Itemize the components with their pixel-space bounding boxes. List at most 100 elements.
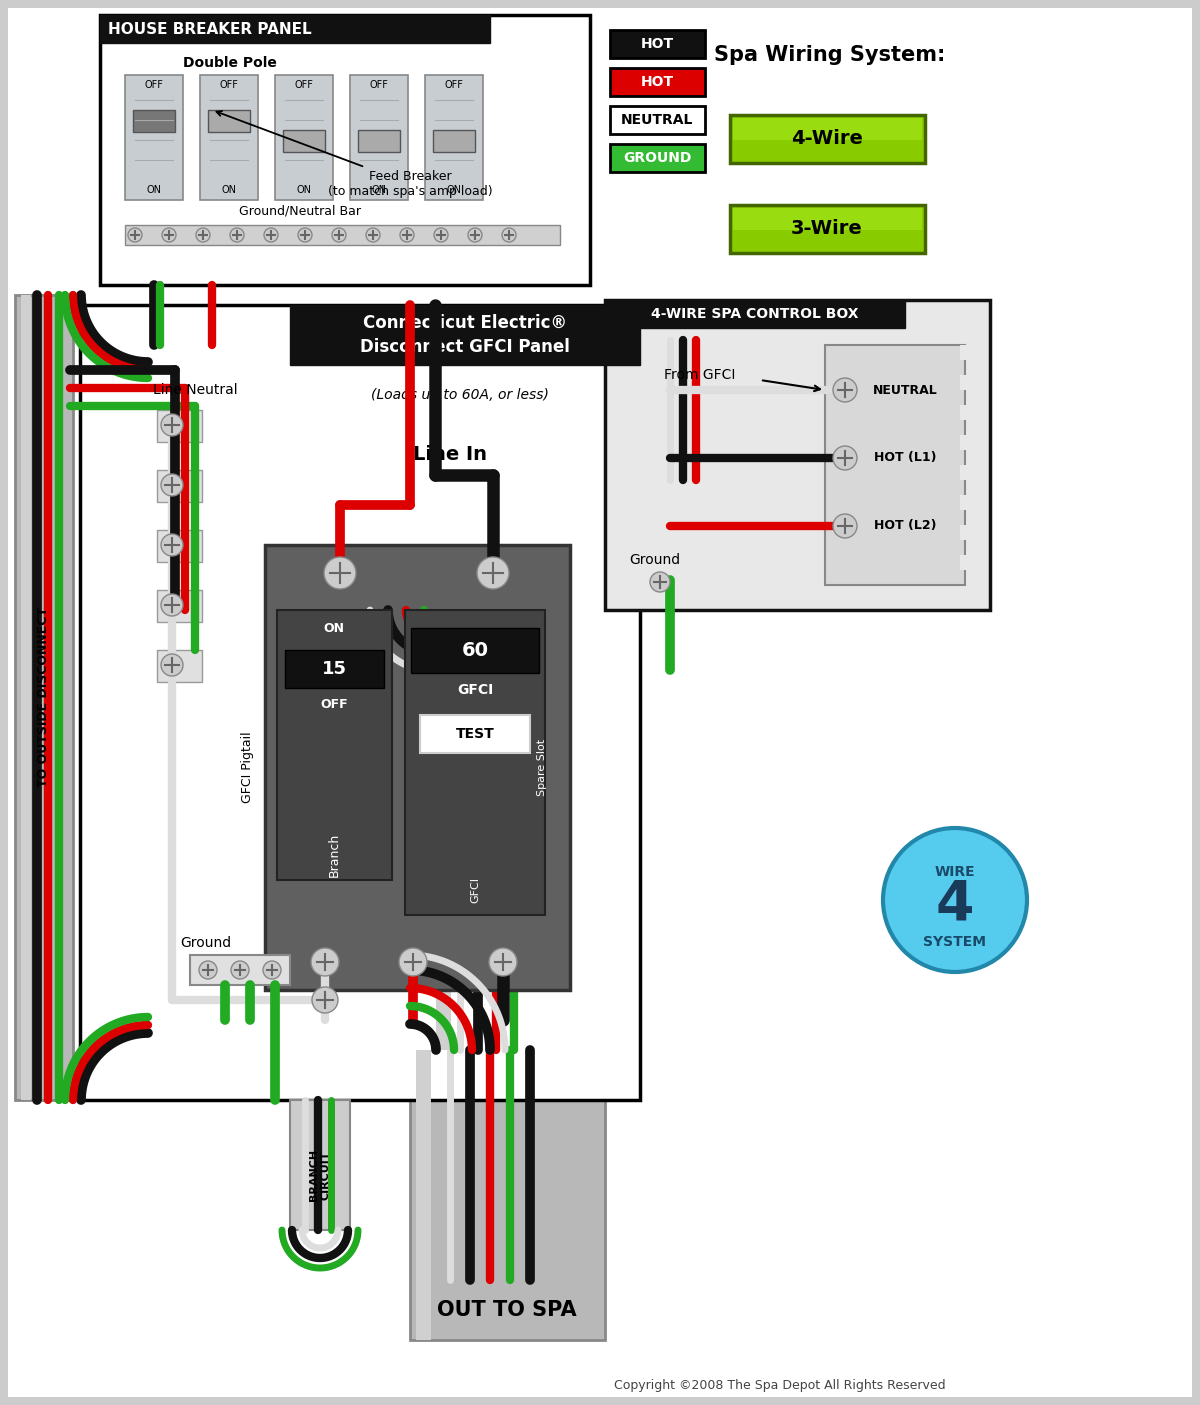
Circle shape [298, 228, 312, 242]
Bar [730, 115, 925, 163]
Text: Line Neutral: Line Neutral [152, 384, 238, 398]
Circle shape [468, 228, 482, 242]
Bar [290, 305, 640, 365]
Bar [960, 495, 968, 510]
Text: OFF: OFF [444, 80, 463, 90]
Text: (Loads up to 60A, or less): (Loads up to 60A, or less) [371, 388, 548, 402]
Bar [610, 105, 706, 133]
Text: HOT: HOT [641, 74, 673, 89]
Text: SYSTEM: SYSTEM [924, 934, 986, 948]
Text: 4-WIRE SPA CONTROL BOX: 4-WIRE SPA CONTROL BOX [652, 308, 859, 320]
Bar [960, 555, 968, 570]
Circle shape [833, 514, 857, 538]
Bar [290, 1100, 350, 1229]
Bar [157, 590, 202, 622]
Bar [157, 410, 202, 443]
Circle shape [128, 228, 142, 242]
Bar [286, 651, 384, 688]
Text: OFF: OFF [370, 80, 389, 90]
Bar [605, 301, 990, 610]
Circle shape [833, 445, 857, 471]
Bar [960, 436, 968, 450]
Bar [265, 545, 570, 991]
Text: ON: ON [446, 185, 462, 195]
Bar [22, 295, 31, 1100]
Text: From GFCI: From GFCI [665, 368, 736, 382]
Bar [80, 305, 640, 1100]
Bar [358, 131, 400, 152]
Text: OFF: OFF [294, 80, 313, 90]
Bar [350, 74, 408, 200]
Text: 15: 15 [322, 660, 347, 679]
Text: GFCI Pigtail: GFCI Pigtail [240, 731, 253, 802]
Text: HOUSE BREAKER PANEL: HOUSE BREAKER PANEL [108, 21, 312, 37]
Text: TO OUTSIDE DISCONNECT: TO OUTSIDE DISCONNECT [37, 607, 50, 787]
Bar [406, 610, 545, 915]
Circle shape [312, 986, 338, 1013]
Text: GFCI: GFCI [457, 683, 493, 697]
Text: TEST: TEST [456, 726, 494, 740]
Circle shape [398, 948, 427, 976]
Text: Ground/Neutral Bar: Ground/Neutral Bar [239, 204, 361, 216]
Text: NEUTRAL: NEUTRAL [872, 384, 937, 396]
Bar [410, 1050, 605, 1340]
Circle shape [311, 948, 340, 976]
Text: OUT TO SPA: OUT TO SPA [437, 1300, 577, 1321]
Text: GFCI: GFCI [470, 877, 480, 903]
Bar [416, 1050, 431, 1340]
Text: 4-Wire: 4-Wire [791, 129, 863, 149]
Circle shape [883, 828, 1027, 972]
Bar [208, 110, 250, 132]
Text: 60: 60 [462, 641, 488, 659]
Bar [960, 465, 968, 481]
Text: ON: ON [296, 185, 312, 195]
Circle shape [230, 228, 244, 242]
Bar [960, 525, 968, 540]
Circle shape [161, 653, 182, 676]
Text: Copyright ©2008 The Spa Depot All Rights Reserved: Copyright ©2008 The Spa Depot All Rights… [614, 1378, 946, 1391]
Circle shape [161, 534, 182, 556]
Circle shape [366, 228, 380, 242]
Bar [200, 74, 258, 200]
Text: Branch: Branch [328, 833, 341, 877]
Circle shape [490, 948, 517, 976]
Circle shape [263, 961, 281, 979]
Bar [730, 205, 925, 253]
Text: OFF: OFF [320, 698, 348, 711]
Bar [433, 131, 475, 152]
Circle shape [161, 414, 182, 436]
Bar [610, 30, 706, 58]
Text: ON: ON [372, 185, 386, 195]
Bar [100, 15, 590, 285]
Bar [157, 651, 202, 681]
Text: NEUTRAL: NEUTRAL [620, 112, 694, 126]
Text: ON: ON [324, 621, 344, 635]
Bar [410, 628, 539, 673]
Bar [125, 74, 182, 200]
Bar [430, 610, 586, 1050]
Bar [733, 118, 922, 140]
Bar [605, 301, 905, 327]
Text: BRANCH
CIRCUIT: BRANCH CIRCUIT [310, 1149, 331, 1201]
Text: HOT (L2): HOT (L2) [874, 520, 936, 532]
Bar [960, 405, 968, 420]
Circle shape [196, 228, 210, 242]
Circle shape [162, 228, 176, 242]
Text: Line In: Line In [413, 445, 487, 465]
Bar [275, 74, 334, 200]
Text: HOT (L1): HOT (L1) [874, 451, 936, 465]
Bar [960, 375, 968, 391]
Bar [826, 346, 965, 584]
Bar [420, 715, 530, 753]
Circle shape [199, 961, 217, 979]
Text: Disconnect GFCI Panel: Disconnect GFCI Panel [360, 339, 570, 355]
Text: Connecticut Electric®: Connecticut Electric® [364, 313, 568, 332]
Circle shape [400, 228, 414, 242]
Bar [133, 110, 175, 132]
Text: OFF: OFF [144, 80, 163, 90]
Text: HOT: HOT [641, 37, 673, 51]
Circle shape [264, 228, 278, 242]
Bar [733, 208, 922, 230]
Text: Double Pole: Double Pole [184, 56, 277, 70]
Text: Spa Wiring System:: Spa Wiring System: [714, 45, 946, 65]
